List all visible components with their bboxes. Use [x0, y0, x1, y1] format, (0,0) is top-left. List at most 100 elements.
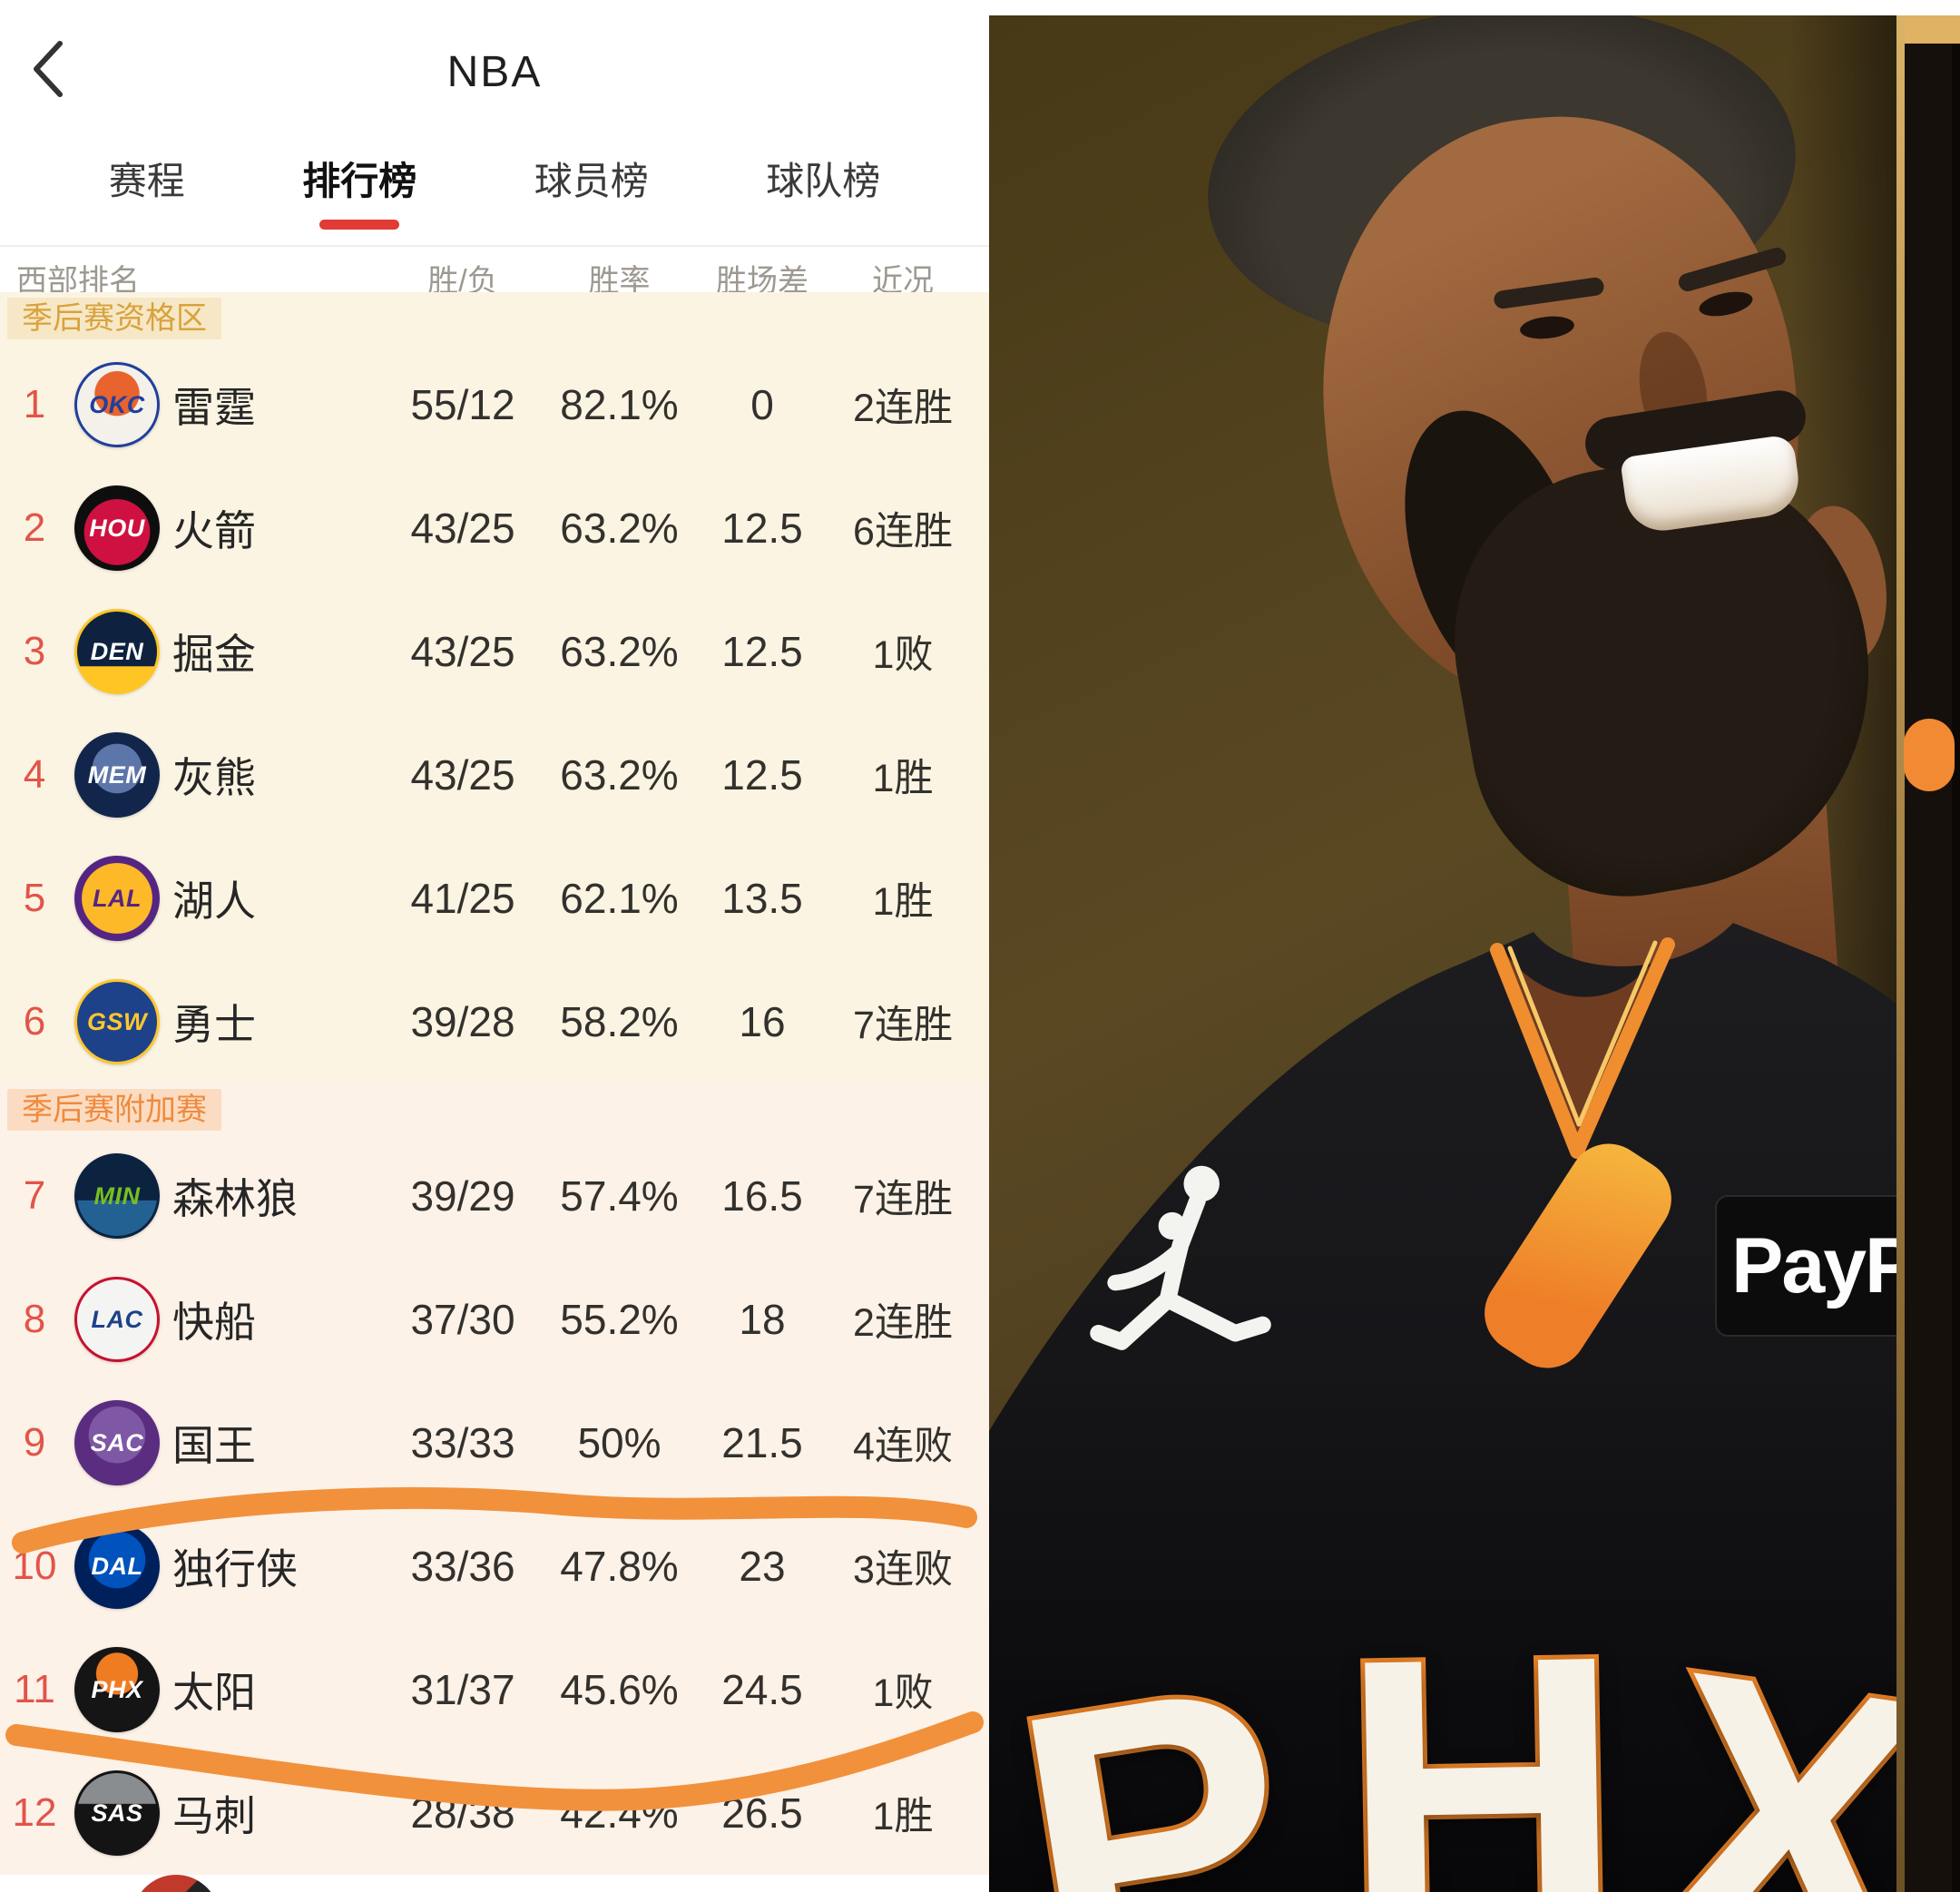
- win-loss: 55/12: [410, 381, 515, 428]
- rank: 1: [23, 382, 46, 426]
- rank: 12: [12, 1790, 57, 1835]
- recent-form: 1胜: [872, 1795, 934, 1838]
- photo-bottom-fade: [989, 1377, 1896, 1892]
- games-behind: 16.5: [721, 1172, 803, 1220]
- table-row[interactable]: 3 DEN 掘金 43/25 63.2% 12.5 1败: [0, 590, 989, 713]
- games-behind: 21.5: [721, 1419, 803, 1466]
- win-pct: 42.4%: [560, 1789, 679, 1837]
- strip-body: [1896, 44, 1960, 1892]
- team-logo: GSW: [74, 979, 160, 1064]
- table-row[interactable]: 7 MIN 森林狼 39/29 57.4% 16.5 7连胜: [0, 1134, 989, 1258]
- tab-球队榜[interactable]: 球队榜: [766, 160, 881, 202]
- table-row[interactable]: 12 SAS 马刺 28/38 42.4% 26.5 1胜: [0, 1751, 989, 1875]
- team-name: 森林狼: [172, 1175, 298, 1222]
- team-logo: HOU: [74, 485, 160, 571]
- rank: 8: [23, 1297, 46, 1341]
- team-name: 湖人: [172, 877, 256, 925]
- table-row[interactable]: 10 DAL 独行侠 33/36 47.8% 23 3连败: [0, 1505, 989, 1628]
- win-loss: 43/25: [410, 751, 515, 799]
- rank: 3: [23, 629, 46, 673]
- adjacent-frame-strip: [1896, 0, 1960, 1892]
- strip-edge: [1952, 44, 1960, 1892]
- win-pct: 50%: [577, 1419, 662, 1466]
- standings-zone: 季后赛附加赛 7 MIN 森林狼 39/29 57.4% 16.5 7连胜 8 …: [0, 1083, 989, 1875]
- win-loss: 39/28: [410, 998, 515, 1045]
- team-logo: MIN: [74, 1153, 160, 1239]
- recent-form: 1胜: [872, 757, 934, 800]
- win-pct: 57.4%: [560, 1172, 679, 1220]
- recent-form: 1败: [872, 633, 934, 677]
- tab-球员榜[interactable]: 球员榜: [534, 160, 649, 202]
- games-behind: 16: [739, 998, 786, 1045]
- jersey: [989, 923, 1896, 1892]
- recent-form: 2连胜: [853, 1301, 953, 1345]
- table-row[interactable]: 9 SAC 国王 33/33 50% 21.5 4连败: [0, 1381, 989, 1505]
- win-pct: 45.6%: [560, 1666, 679, 1713]
- rank: 7: [23, 1173, 46, 1218]
- page-title: NBA: [446, 48, 543, 96]
- rank: 9: [23, 1420, 46, 1465]
- games-behind: 24.5: [721, 1666, 803, 1713]
- back-chevron-icon: [34, 41, 63, 97]
- team-logo: DAL: [74, 1524, 160, 1609]
- win-pct: 82.1%: [560, 381, 679, 428]
- tab-排行榜[interactable]: 排行榜: [302, 156, 416, 230]
- standings-zone: 季后赛资格区 1 OKC 雷霆 55/12 82.1% 0 2连胜 2 HOU …: [0, 292, 989, 1083]
- games-behind: 18: [739, 1296, 786, 1343]
- recent-form: 1败: [872, 1671, 934, 1715]
- games-behind: 23: [739, 1543, 786, 1590]
- recent-form: 2连胜: [853, 387, 953, 430]
- win-loss: 43/25: [410, 628, 515, 675]
- recent-form: 7连胜: [853, 1004, 953, 1047]
- win-loss: 41/25: [410, 875, 515, 922]
- jersey-letter: P: [989, 1597, 1323, 1892]
- chest-skin: [1506, 950, 1661, 1161]
- jersey-letter: X: [1629, 1583, 1896, 1892]
- team-logo: PHX: [74, 1647, 160, 1732]
- recent-form: 4连败: [853, 1425, 953, 1468]
- games-behind: 12.5: [721, 505, 803, 552]
- table-row[interactable]: 11 PHX 太阳 31/37 45.6% 24.5 1败: [0, 1628, 989, 1751]
- win-pct: 62.1%: [560, 875, 679, 922]
- recent-form: 1胜: [872, 880, 934, 924]
- team-name: 马刺: [172, 1792, 256, 1839]
- recent-form: 6连胜: [853, 510, 953, 554]
- rank: 4: [23, 752, 46, 797]
- team-logo: DEN: [74, 609, 160, 694]
- strip-top-band: [1896, 15, 1960, 44]
- team-logo: SAC: [74, 1400, 160, 1485]
- table-row[interactable]: 2 HOU 火箭 43/25 63.2% 12.5 6连胜: [0, 466, 989, 590]
- table-row[interactable]: 6 GSW 勇士 39/28 58.2% 16 7连胜: [0, 960, 989, 1083]
- team-name: 灰熊: [172, 754, 256, 801]
- back-button[interactable]: [24, 36, 74, 102]
- strip-orange-pill: [1904, 719, 1955, 791]
- vneck-trim: [1490, 937, 1675, 1159]
- table-row[interactable]: 8 LAC 快船 37/30 55.2% 18 2连胜: [0, 1258, 989, 1381]
- win-pct: 47.8%: [560, 1543, 679, 1590]
- standings-panel: NBA 赛程 排行榜 球员榜 球队榜 西部排名 胜/负 胜率 胜场差 近况 季后…: [0, 36, 989, 1892]
- win-loss: 37/30: [410, 1296, 515, 1343]
- rank: 2: [23, 505, 46, 550]
- team-logo: MEM: [74, 732, 160, 818]
- games-behind: 12.5: [721, 628, 803, 675]
- team-logo: LAC: [74, 1277, 160, 1362]
- team-name: 雷霆: [172, 384, 256, 431]
- team-logo: LAL: [74, 856, 160, 941]
- table-row[interactable]: 4 MEM 灰熊 43/25 63.2% 12.5 1胜: [0, 713, 989, 837]
- win-pct: 63.2%: [560, 628, 679, 675]
- team-name: 快船: [172, 1299, 256, 1346]
- table-row[interactable]: 5 LAL 湖人 41/25 62.1% 13.5 1胜: [0, 837, 989, 960]
- win-pct: 58.2%: [560, 998, 679, 1045]
- tabs: 赛程 排行榜 球员榜 球队榜: [50, 156, 939, 230]
- games-behind: 13.5: [721, 875, 803, 922]
- rank: 10: [12, 1544, 57, 1588]
- table-row[interactable]: 1 OKC 雷霆 55/12 82.1% 0 2连胜: [0, 343, 989, 466]
- team-name: 太阳: [172, 1669, 256, 1716]
- tab-赛程[interactable]: 赛程: [108, 160, 185, 202]
- team-name: 掘金: [172, 631, 256, 678]
- team-name: 国王: [172, 1422, 256, 1469]
